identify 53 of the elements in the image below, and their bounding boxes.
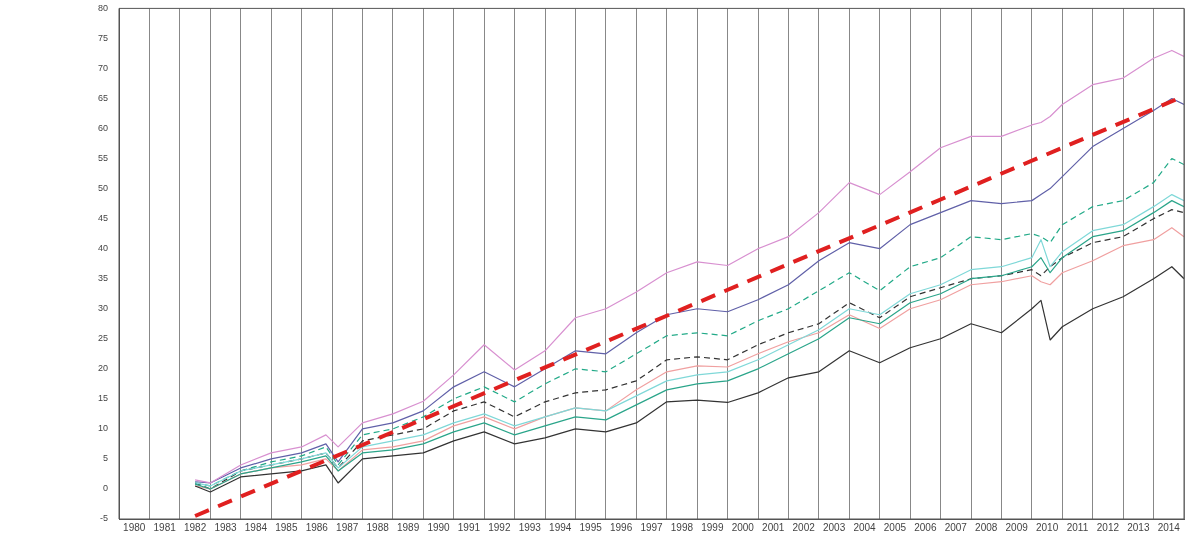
x-tick-label: 2005: [883, 521, 907, 533]
x-tick-label: 1980: [123, 521, 146, 533]
y-tick-label: 70: [98, 62, 109, 73]
x-tick-label: 1997: [640, 521, 664, 533]
y-tick-label: 40: [98, 243, 109, 254]
x-tick-label: 1983: [214, 521, 238, 533]
x-tick-label: 1991: [457, 521, 481, 533]
x-tick-label: 1990: [427, 521, 451, 533]
x-tick-label: 2013: [1127, 521, 1150, 533]
x-tick-label: 1988: [366, 521, 390, 533]
x-tick-label: 1996: [609, 521, 633, 533]
x-tick-label: 1995: [579, 521, 603, 533]
y-tick-label: 5: [103, 453, 109, 464]
x-tick-label: 2011: [1066, 521, 1089, 533]
x-tick-label: 1985: [275, 521, 298, 533]
x-tick-label: 1998: [670, 521, 694, 533]
x-tick-label: 1984: [244, 521, 268, 533]
x-tick-label: 2000: [731, 521, 755, 533]
x-tick-label: 1994: [549, 521, 572, 533]
y-tick-label: 35: [98, 273, 109, 284]
x-tick-label: 2002: [792, 521, 816, 533]
x-tick-label: 2003: [822, 521, 846, 533]
x-tick-label: 1999: [701, 521, 724, 533]
x-tick-label: 1987: [336, 521, 359, 533]
y-tick-label: 45: [98, 213, 109, 224]
y-tick-label: 25: [98, 333, 109, 344]
y-tick-label: 30: [98, 303, 109, 314]
x-tick-label: 1989: [396, 521, 420, 533]
x-tick-label: 2007: [944, 521, 968, 533]
x-tick-label: 2014: [1157, 521, 1181, 533]
x-tick-label: 2010: [1035, 521, 1059, 533]
y-tick-label: 75: [98, 32, 109, 43]
y-tick-label: 60: [98, 123, 109, 134]
y-tick-label: 55: [98, 153, 109, 164]
y-tick-label: 15: [98, 393, 109, 404]
x-tick-label: 1986: [305, 521, 329, 533]
x-tick-label: 1982: [183, 521, 207, 533]
x-tick-label: 1981: [153, 521, 177, 533]
x-tick-label: 1993: [518, 521, 542, 533]
y-tick-label: 20: [98, 363, 109, 374]
y-tick-label: 50: [98, 183, 109, 194]
y-tick-label: 80: [98, 2, 109, 13]
x-tick-label: 1992: [488, 521, 511, 533]
x-tick-label: 2004: [853, 521, 877, 533]
x-tick-label: 2008: [975, 521, 998, 533]
y-tick-label: 65: [98, 92, 109, 103]
x-tick-label: 2001: [762, 521, 785, 533]
y-tick-label: 10: [98, 423, 109, 434]
x-tick-label: 2012: [1096, 521, 1120, 533]
x-tick-label: 2006: [914, 521, 937, 533]
y-tick-label: -5: [100, 513, 109, 524]
x-tick-label: 2009: [1005, 521, 1029, 533]
y-tick-label: 0: [103, 483, 109, 494]
